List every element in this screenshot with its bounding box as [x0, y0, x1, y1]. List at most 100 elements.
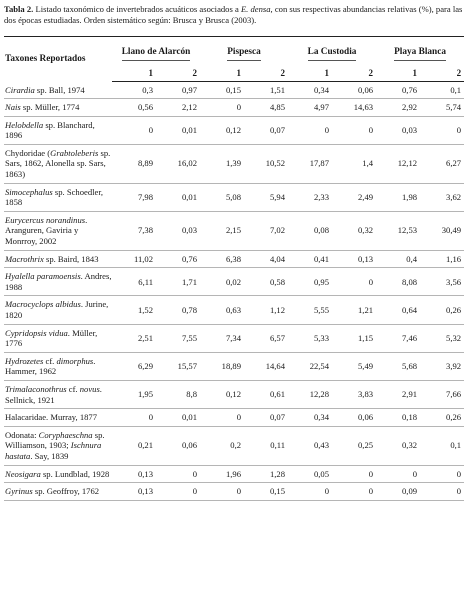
abundance-cell: 0,01	[156, 183, 201, 212]
abundance-cell: 0,76	[156, 250, 201, 269]
period-header: 2	[156, 65, 201, 82]
table-row: Macrocyclops albidus. Jurine, 1820 1,52 0,…	[4, 295, 465, 325]
caption-text-2: , con sus respectivas abundancias relati…	[4, 4, 463, 25]
table-row: Eurycercus norandinus. Aranguren, Gaviri…	[4, 211, 465, 251]
abundance-cell: 0	[200, 408, 245, 427]
abundance-cell: 5,94	[244, 183, 289, 212]
abundance-cell: 0,18	[376, 408, 421, 427]
abundance-cell: 0	[332, 465, 377, 484]
abundance-cell: 8,8	[156, 380, 201, 410]
abundance-cell: 10,52	[244, 144, 289, 184]
table-row: Neosigara sp. Lundblad, 1928 0,13 0 1,96 1,2…	[4, 465, 465, 484]
abundance-cell: 0,06	[332, 408, 377, 427]
taxon-name: Neosigara sp. Lundblad, 1928	[4, 465, 112, 484]
abundance-cell: 7,66	[420, 380, 465, 410]
taxon-name: Hydrozetes cf. dimorphus. Hammer, 1962	[4, 352, 112, 381]
taxon-name: Hyalella paramoensis. Andres, 1988	[4, 267, 112, 297]
abundance-cell: 12,53	[376, 211, 421, 251]
abundance-cell: 0	[420, 465, 465, 484]
abundance-cell: 1,39	[200, 144, 245, 184]
abundance-cell: 0,34	[288, 81, 333, 100]
abundance-cell: 0,78	[156, 295, 201, 325]
abundance-cell: 0,15	[244, 482, 289, 501]
abundance-cell: 14,64	[244, 352, 289, 381]
abundance-cell: 2,12	[156, 98, 201, 117]
period-header: 2	[332, 65, 377, 82]
site-header: Playa Blanca	[376, 37, 464, 66]
abundance-cell: 8,08	[376, 267, 421, 297]
abundance-cell: 1,15	[332, 324, 377, 353]
abundance-cell: 1,4	[332, 144, 377, 184]
abundance-cell: 0,01	[156, 116, 201, 145]
table-row: Nais sp. Müller, 1774 0,56 2,12 0 4,85 4,97 14…	[4, 98, 465, 117]
site-header: Llano de Alarcón	[112, 37, 200, 66]
abundance-cell: 0,21	[112, 426, 156, 466]
taxon-name: Gyrinus sp. Geoffroy, 1762	[4, 482, 112, 501]
abundance-cell: 6,29	[112, 352, 156, 381]
abundance-cell: 12,12	[376, 144, 421, 184]
table-row: Hydrozetes cf. dimorphus. Hammer, 1962 6,…	[4, 352, 465, 381]
caption-text-1: Listado taxonómico de invertebrados acuá…	[33, 4, 241, 14]
abundance-cell: 0	[200, 482, 245, 501]
abundance-cell: 7,34	[200, 324, 245, 353]
abundance-cell: 0,15	[200, 81, 245, 100]
abundance-cell: 1,71	[156, 267, 201, 297]
table-row: Cirardia sp. Ball, 1974 0,3 0,97 0,15 1,51 0,…	[4, 81, 465, 100]
abundance-cell: 5,49	[332, 352, 377, 381]
taxon-name: Cirardia sp. Ball, 1974	[4, 81, 112, 100]
abundance-cell: 30,49	[420, 211, 465, 251]
abundance-cell: 0,1	[420, 81, 465, 100]
abundance-cell: 12,28	[288, 380, 333, 410]
taxon-name: Eurycercus norandinus. Aranguren, Gaviri…	[4, 211, 112, 251]
abundance-cell: 0	[332, 116, 377, 145]
abundance-cell: 0,97	[156, 81, 201, 100]
abundance-cell: 0	[112, 116, 156, 145]
abundance-cell: 3,92	[420, 352, 465, 381]
taxon-name: Chydoridae (Grabtoleberis sp. Sars, 1862…	[4, 144, 112, 184]
abundance-cell: 0,12	[200, 116, 245, 145]
period-header: 2	[420, 65, 465, 82]
taxon-name: Halacaridae. Murray, 1877	[4, 408, 112, 427]
abundance-cell: 5,74	[420, 98, 465, 117]
abundance-cell: 0,76	[376, 81, 421, 100]
abundance-cell: 0,13	[112, 482, 156, 501]
period-header: 2	[244, 65, 289, 82]
abundance-cell: 0,08	[288, 211, 333, 251]
abundance-cell: 0,06	[156, 426, 201, 466]
abundance-cell: 0,1	[420, 426, 465, 466]
site-header: La Custodia	[288, 37, 376, 66]
abundance-cell: 0	[420, 116, 465, 145]
abundance-cell: 1,28	[244, 465, 289, 484]
table-row: Macrothrix sp. Baird, 1843 11,02 0,76 6,38 4…	[4, 250, 465, 269]
abundance-cell: 14,63	[332, 98, 377, 117]
abundance-cell: 6,27	[420, 144, 465, 184]
taxon-name: Odonata: Coryphaeschna sp. Williamson, 1…	[4, 426, 112, 466]
abundance-cell: 1,21	[332, 295, 377, 325]
abundance-cell: 6,11	[112, 267, 156, 297]
taxon-name: Nais sp. Müller, 1774	[4, 98, 112, 117]
taxa-column-header: Taxones Reportados	[5, 53, 86, 64]
table-row: Cypridopsis vidua. Müller, 1776 2,51 7,55 7…	[4, 324, 465, 353]
abundance-cell: 0,4	[376, 250, 421, 269]
abundance-cell: 22,54	[288, 352, 333, 381]
abundance-cell: 1,52	[112, 295, 156, 325]
abundance-cell: 0,25	[332, 426, 377, 466]
table-row: Hyalella paramoensis. Andres, 1988 6,11 1,…	[4, 267, 465, 297]
abundance-cell: 0	[200, 98, 245, 117]
abundance-cell: 7,38	[112, 211, 156, 251]
period-header: 1	[288, 65, 333, 82]
abundance-cell: 0	[420, 482, 465, 501]
abundance-cell: 0,41	[288, 250, 333, 269]
abundance-cell: 0,95	[288, 267, 333, 297]
abundance-cell: 1,95	[112, 380, 156, 410]
abundance-cell: 15,57	[156, 352, 201, 381]
table-body: Cirardia sp. Ball, 1974 0,3 0,97 0,15 1,51 0,…	[4, 81, 465, 501]
abundance-cell: 5,55	[288, 295, 333, 325]
abundance-cell: 0,03	[156, 211, 201, 251]
abundance-cell: 0,43	[288, 426, 333, 466]
abundance-cell: 0,58	[244, 267, 289, 297]
abundance-cell: 0,32	[332, 211, 377, 251]
abundance-cell: 0	[156, 482, 201, 501]
table-row: Helobdella sp. Blanchard, 1896 0 0,01 0,12 0…	[4, 116, 465, 145]
abundance-cell: 2,91	[376, 380, 421, 410]
